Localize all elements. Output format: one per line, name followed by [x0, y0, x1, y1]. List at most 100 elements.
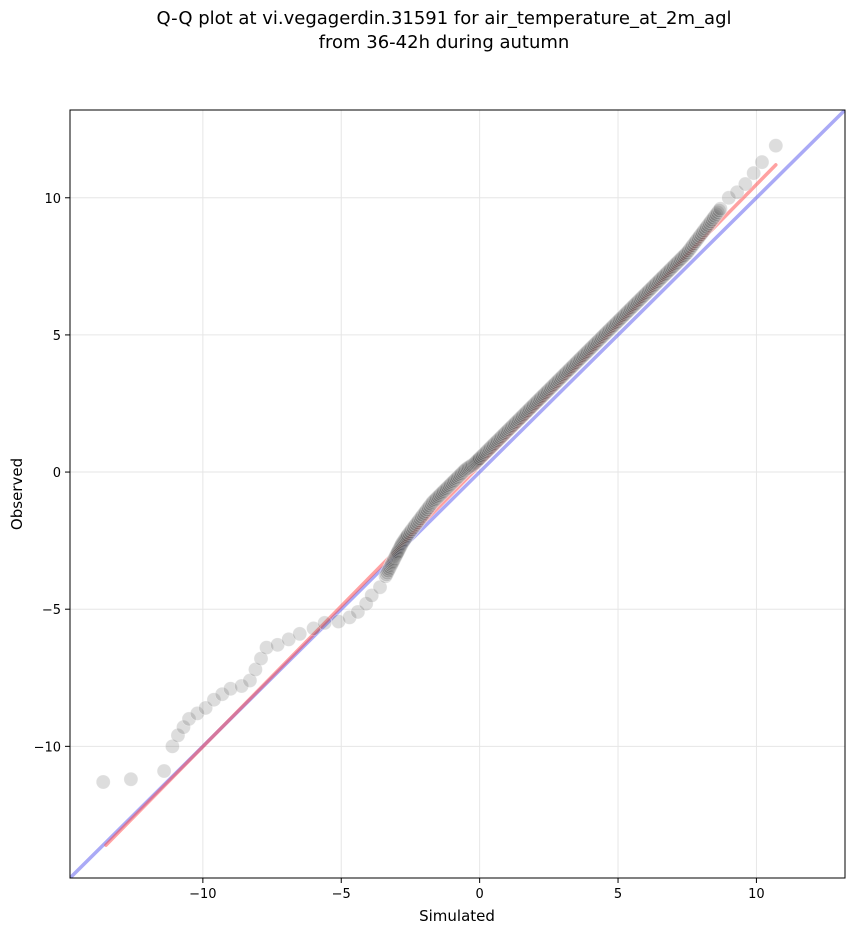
x-tick-label: −10 — [189, 887, 216, 902]
data-point — [490, 433, 505, 448]
data-point — [592, 331, 608, 347]
data-point — [679, 245, 695, 260]
data-point — [379, 567, 394, 582]
data-point — [707, 208, 723, 224]
data-point — [602, 322, 618, 337]
data-point — [502, 420, 518, 436]
data-point — [480, 442, 496, 458]
data-point — [589, 334, 605, 350]
data-point — [591, 333, 606, 348]
data-point — [627, 297, 642, 313]
data-point — [509, 414, 525, 429]
data-point — [547, 376, 562, 392]
data-point — [632, 291, 648, 307]
data-point — [513, 409, 529, 425]
data-point — [587, 337, 602, 352]
plot-frame — [69, 109, 846, 879]
data-point — [486, 437, 501, 452]
data-point — [465, 457, 481, 473]
data-point — [692, 228, 707, 244]
data-point — [476, 446, 492, 462]
data-point — [601, 323, 616, 339]
data-point — [455, 464, 471, 480]
data-point — [558, 366, 573, 381]
data-point — [700, 217, 716, 233]
data-point — [522, 401, 537, 417]
data-point — [549, 374, 565, 389]
data-point — [667, 257, 683, 273]
data-point — [563, 360, 579, 376]
data-point — [605, 319, 620, 334]
data-point — [423, 496, 439, 512]
data-point — [553, 370, 569, 385]
data-point — [479, 444, 494, 459]
data-point — [648, 276, 663, 292]
data-point — [695, 225, 710, 240]
data-point — [523, 400, 539, 415]
data-point — [643, 280, 659, 296]
data-point — [451, 468, 467, 484]
data-point — [494, 429, 510, 444]
data-point — [711, 203, 727, 218]
data-point — [123, 771, 139, 787]
data-point — [270, 637, 285, 653]
data-point — [350, 604, 366, 620]
data-point — [670, 254, 685, 270]
y-tick-label: 0 — [53, 466, 61, 481]
data-point — [638, 286, 654, 302]
data-point — [653, 271, 669, 286]
fit-line — [104, 163, 778, 847]
data-point — [501, 422, 517, 437]
data-point — [497, 426, 512, 441]
data-point — [466, 456, 482, 472]
data-point — [433, 486, 449, 502]
data-point — [603, 320, 619, 336]
data-point — [483, 440, 499, 455]
data-point — [531, 392, 547, 407]
data-point — [619, 305, 634, 321]
data-point — [571, 352, 587, 367]
data-point — [477, 445, 493, 461]
data-point — [681, 243, 696, 259]
data-point — [689, 232, 705, 248]
data-point — [426, 493, 442, 509]
data-point — [624, 300, 640, 315]
reference-lines — [70, 110, 845, 878]
data-point — [635, 289, 651, 304]
data-point — [573, 350, 588, 366]
data-point — [609, 315, 624, 330]
data-point — [469, 453, 485, 469]
data-point — [505, 418, 521, 433]
data-point — [446, 474, 461, 489]
data-point — [576, 348, 591, 363]
data-point — [677, 248, 692, 263]
data-point — [668, 256, 684, 271]
data-point — [404, 522, 420, 537]
data-point — [412, 511, 428, 526]
data-point — [429, 490, 445, 506]
data-point — [657, 267, 673, 282]
data-point — [385, 555, 400, 570]
data-point — [652, 272, 667, 288]
data-point — [448, 471, 464, 487]
data-point — [721, 190, 737, 206]
data-point — [156, 763, 172, 779]
chart-title-line2: from 36-42h during autumn — [319, 32, 570, 53]
data-point — [599, 324, 615, 340]
data-point — [661, 263, 677, 278]
data-point — [686, 236, 702, 251]
data-point — [407, 518, 422, 534]
data-point — [538, 385, 554, 400]
data-point — [616, 308, 631, 324]
x-tick-label: −5 — [332, 887, 351, 902]
data-point — [674, 250, 689, 266]
data-point — [95, 774, 111, 790]
data-point — [253, 651, 269, 666]
y-tick-label: 5 — [53, 329, 61, 344]
data-point — [372, 579, 388, 595]
data-point — [530, 393, 546, 409]
data-point — [181, 711, 197, 727]
data-point — [664, 260, 680, 276]
data-point — [422, 498, 438, 514]
data-point — [565, 359, 580, 374]
